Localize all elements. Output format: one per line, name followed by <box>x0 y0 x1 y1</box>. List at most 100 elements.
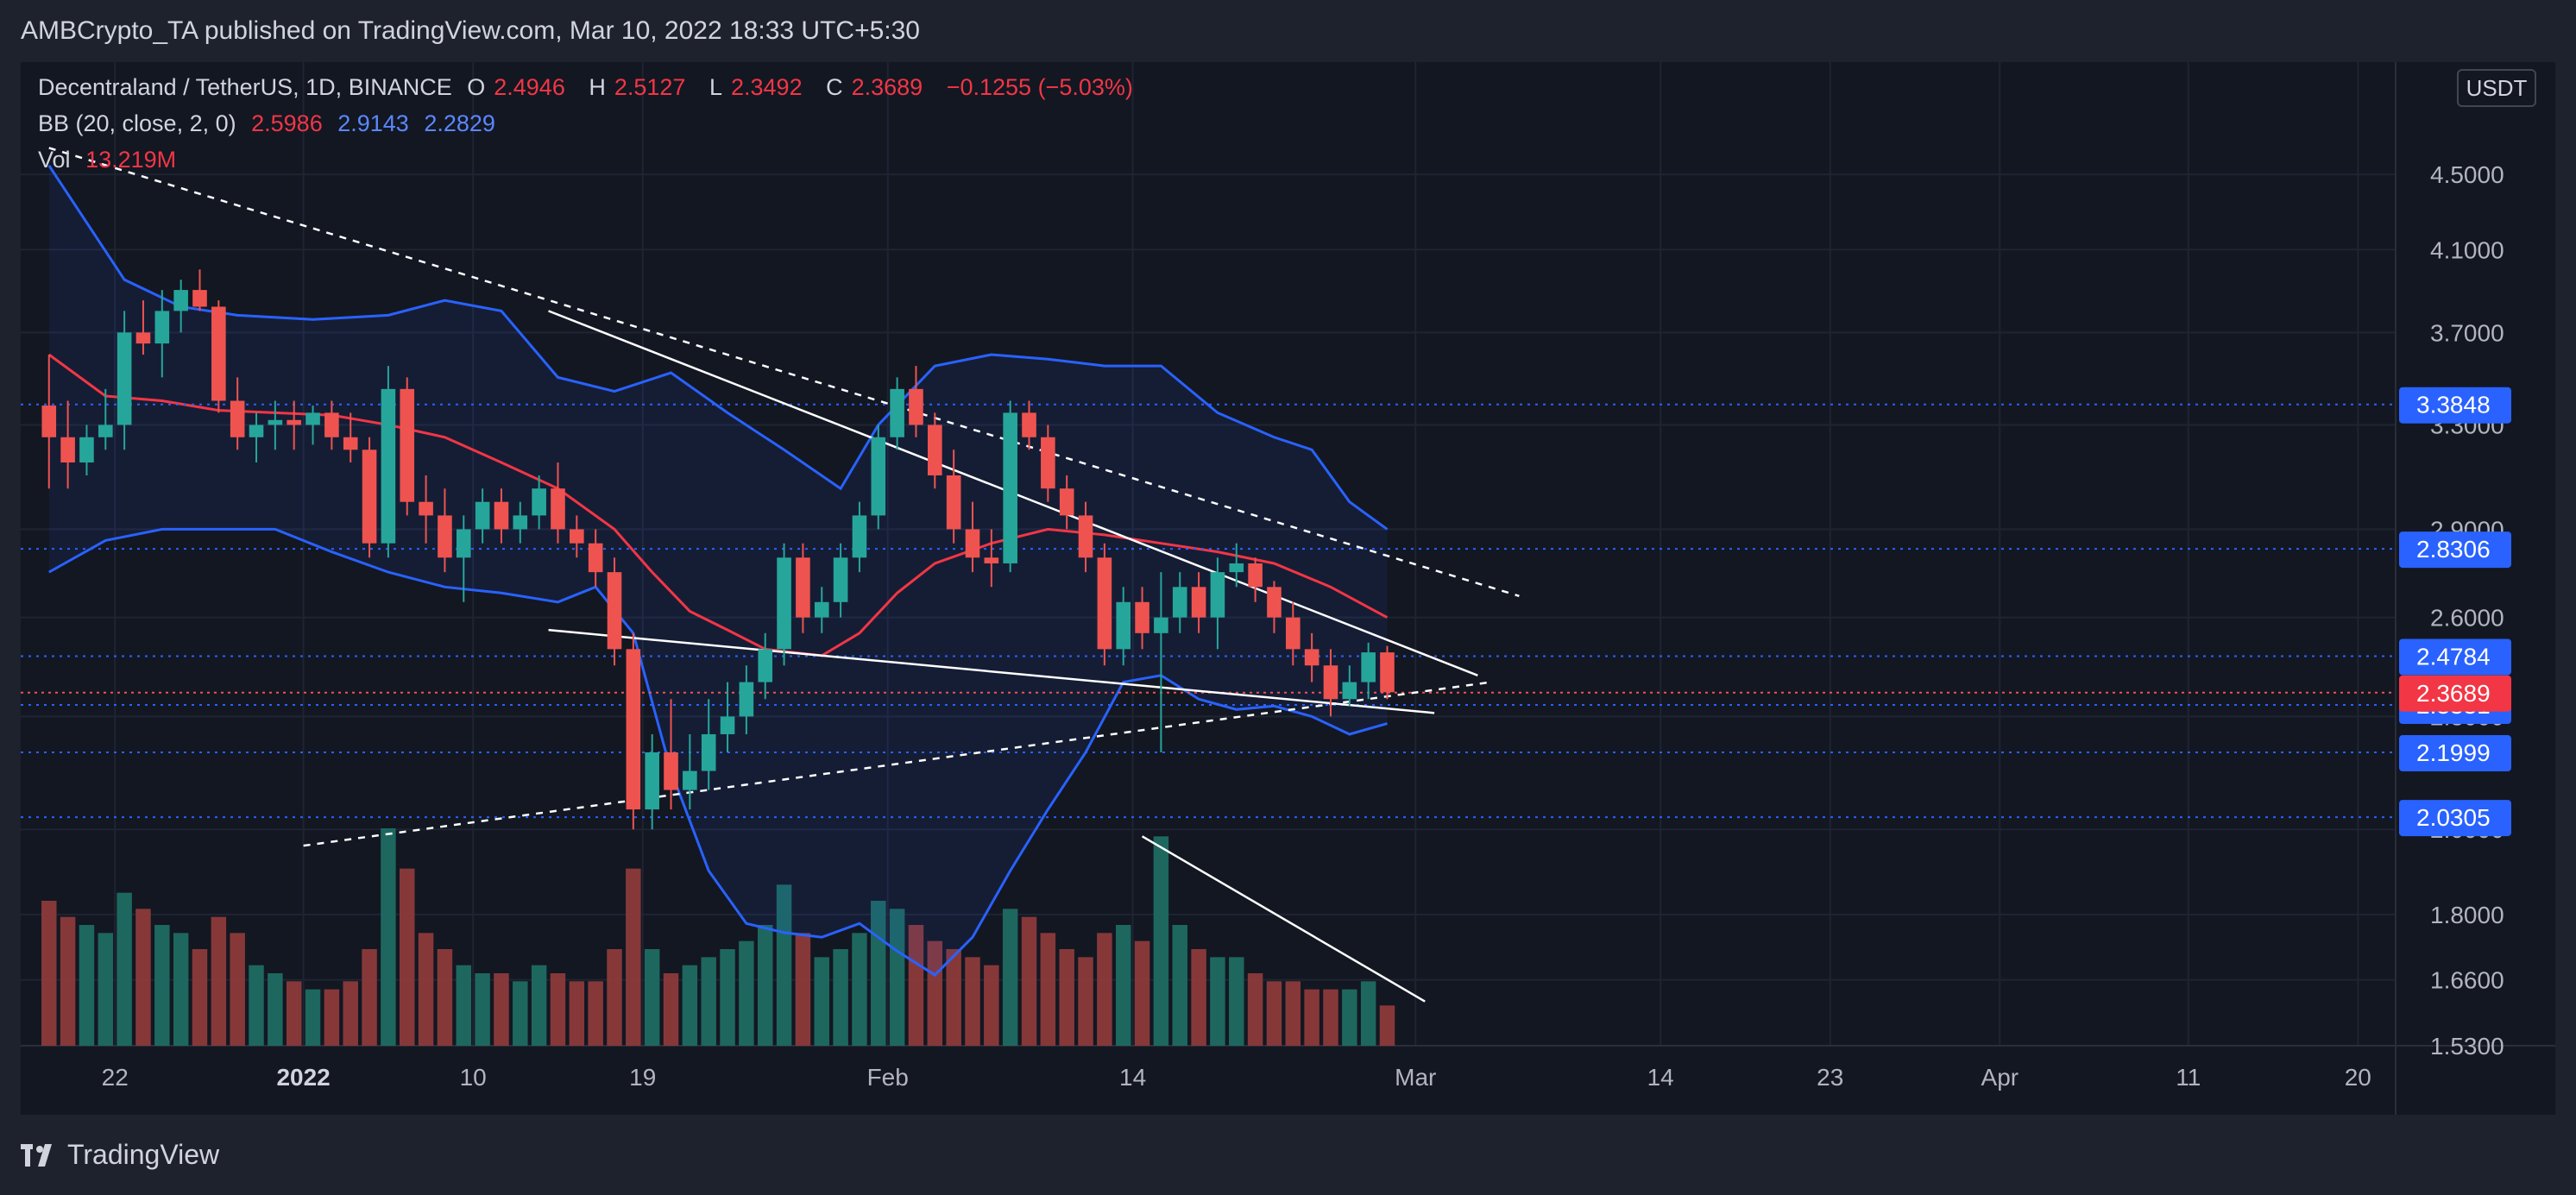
trendline-volume <box>1141 835 1426 1003</box>
x-tick-label: 14 <box>1647 1064 1674 1091</box>
candle-body <box>419 501 433 516</box>
price-level-badge: 2.0305 <box>2416 804 2491 831</box>
volume-bar <box>852 933 867 1046</box>
volume-bar <box>626 868 641 1046</box>
candle-body <box>1267 587 1282 618</box>
volume-bar <box>154 925 170 1046</box>
candle-body <box>551 488 565 530</box>
candle-body <box>833 557 848 602</box>
x-tick-label: 23 <box>1817 1064 1843 1091</box>
candle-body <box>946 475 961 530</box>
candle <box>1267 581 1282 633</box>
candle-body <box>588 543 603 573</box>
candle <box>305 406 320 445</box>
price-level-badge-bg <box>2399 387 2511 424</box>
candle-body <box>928 425 942 475</box>
y-tick-label: 1.5300 <box>2430 1033 2504 1060</box>
price-level-badge: 2.4784 <box>2416 643 2491 670</box>
candle-body <box>1172 587 1187 618</box>
candle-body <box>381 388 396 544</box>
candle <box>192 269 207 311</box>
volume-bar <box>324 989 340 1046</box>
candle-body <box>626 649 641 810</box>
last-price-badge-bg <box>2399 675 2511 712</box>
candle <box>60 400 75 489</box>
candle <box>928 412 942 489</box>
candle-body <box>1210 572 1225 618</box>
volume-bar <box>1266 981 1282 1046</box>
volume-bar <box>286 981 302 1046</box>
volume-bar <box>588 981 603 1046</box>
candle <box>268 400 283 450</box>
candle-body <box>664 752 678 790</box>
volume-bar <box>1379 1005 1395 1046</box>
candle <box>1248 557 1263 602</box>
candle <box>173 280 188 333</box>
volume-bar <box>1078 957 1093 1046</box>
legend-vol-label: Vol <box>38 147 71 173</box>
legend-vol-value: 13.219M <box>85 147 177 173</box>
candle <box>79 425 94 475</box>
candle-body <box>1361 652 1376 682</box>
candle <box>909 366 923 437</box>
legend-bb-upper: 2.9143 <box>337 110 409 136</box>
candle-body <box>720 716 735 734</box>
volume-bar <box>1002 909 1018 1046</box>
x-tick-label: 22 <box>102 1064 129 1091</box>
volume-bar <box>720 949 735 1046</box>
candle-body <box>1229 563 1244 573</box>
volume-bar <box>531 965 547 1046</box>
candle <box>1097 543 1112 666</box>
candle-body <box>777 557 791 650</box>
candle-body <box>1304 649 1319 666</box>
last-price-badge: 2.3689 <box>2416 680 2491 707</box>
candle <box>739 665 754 734</box>
x-tick-label: Mar <box>1395 1064 1436 1091</box>
bb-lower-line <box>48 527 1388 977</box>
legend-bb-label: BB (20, close, 2, 0) <box>38 110 236 136</box>
volume-bar <box>1342 989 1357 1046</box>
price-chart[interactable]: 4.50004.10003.70003.30002.90002.60002.30… <box>21 62 2555 1115</box>
candle-body <box>135 332 151 344</box>
legend-bb-basis: 2.5986 <box>251 110 323 136</box>
volume-bar <box>607 949 622 1046</box>
volume-bar <box>1229 957 1244 1046</box>
legend-bb: BB (20, close, 2, 0) 2.5986 2.9143 2.282… <box>38 110 504 137</box>
candle <box>588 529 603 588</box>
candle <box>135 300 151 355</box>
volume-bar <box>475 973 490 1046</box>
candle-body <box>1078 515 1093 558</box>
candle <box>98 388 113 450</box>
candle <box>570 515 584 558</box>
candle-body <box>154 311 170 344</box>
chart-frame[interactable]: 4.50004.10003.70003.30002.90002.60002.30… <box>21 62 2555 1115</box>
volume-bar <box>268 973 283 1046</box>
volume-bar <box>795 933 811 1046</box>
candle <box>946 450 961 544</box>
candle <box>532 475 546 530</box>
volume-bar <box>437 949 453 1046</box>
candle-body <box>249 425 264 437</box>
candle-body <box>758 649 773 682</box>
candle <box>683 733 697 810</box>
legend-volume: Vol 13.219M <box>38 147 185 173</box>
candle-body <box>1191 587 1206 618</box>
volume-bar <box>1247 973 1263 1046</box>
legend-c-label: C <box>826 74 843 100</box>
candle-body <box>909 388 923 425</box>
candle <box>1116 587 1131 666</box>
candle-body <box>607 572 622 650</box>
volume-bar <box>1191 949 1206 1046</box>
volume-bar <box>833 949 848 1046</box>
candle-body <box>683 770 697 790</box>
candle <box>343 412 358 463</box>
tradingview-logo[interactable]: TradingView <box>21 1139 219 1171</box>
volume-bar <box>1323 989 1338 1046</box>
currency-button[interactable]: USDT <box>2457 69 2536 107</box>
candle-body <box>814 601 829 618</box>
volume-bar <box>946 949 961 1046</box>
volume-bar <box>1210 957 1225 1046</box>
candle-body <box>984 557 999 563</box>
candle <box>701 699 716 790</box>
candle-body <box>400 388 415 502</box>
